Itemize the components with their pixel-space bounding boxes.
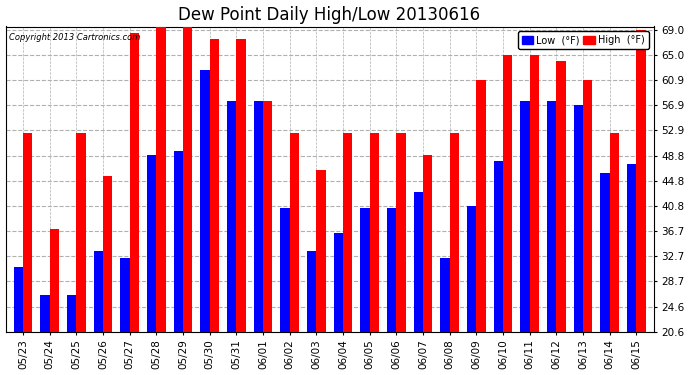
Bar bbox=[609, 133, 619, 332]
Bar bbox=[636, 30, 646, 332]
Bar bbox=[94, 251, 103, 332]
Bar bbox=[573, 105, 583, 332]
Bar bbox=[307, 251, 316, 332]
Bar bbox=[130, 33, 139, 332]
Bar bbox=[467, 206, 476, 332]
Legend: Low  (°F), High  (°F): Low (°F), High (°F) bbox=[518, 32, 649, 49]
Bar bbox=[200, 70, 210, 332]
Bar bbox=[556, 61, 566, 332]
Bar bbox=[396, 133, 406, 332]
Bar bbox=[360, 208, 370, 332]
Bar bbox=[50, 230, 59, 332]
Bar bbox=[263, 102, 273, 332]
Bar bbox=[40, 295, 50, 332]
Bar bbox=[253, 102, 263, 332]
Bar bbox=[503, 55, 512, 332]
Bar bbox=[227, 102, 236, 332]
Text: Copyright 2013 Cartronics.com: Copyright 2013 Cartronics.com bbox=[9, 33, 140, 42]
Bar bbox=[423, 154, 432, 332]
Bar bbox=[413, 192, 423, 332]
Bar bbox=[476, 80, 486, 332]
Bar bbox=[236, 39, 246, 332]
Bar bbox=[76, 133, 86, 332]
Title: Dew Point Daily High/Low 20130616: Dew Point Daily High/Low 20130616 bbox=[179, 6, 481, 24]
Bar bbox=[440, 258, 450, 332]
Bar bbox=[147, 154, 156, 332]
Bar bbox=[14, 267, 23, 332]
Bar bbox=[316, 170, 326, 332]
Bar bbox=[370, 133, 379, 332]
Bar bbox=[493, 161, 503, 332]
Bar bbox=[600, 173, 609, 332]
Bar bbox=[120, 258, 130, 332]
Bar bbox=[450, 133, 459, 332]
Bar bbox=[333, 232, 343, 332]
Bar bbox=[547, 102, 556, 332]
Bar bbox=[183, 27, 193, 332]
Bar bbox=[627, 164, 636, 332]
Bar bbox=[343, 133, 352, 332]
Bar bbox=[520, 102, 529, 332]
Bar bbox=[67, 295, 76, 332]
Bar bbox=[156, 27, 166, 332]
Bar bbox=[529, 55, 539, 332]
Bar bbox=[23, 133, 32, 332]
Bar bbox=[210, 39, 219, 332]
Bar bbox=[290, 133, 299, 332]
Bar bbox=[174, 152, 183, 332]
Bar bbox=[280, 208, 290, 332]
Bar bbox=[103, 176, 112, 332]
Bar bbox=[387, 208, 396, 332]
Bar bbox=[583, 80, 592, 332]
